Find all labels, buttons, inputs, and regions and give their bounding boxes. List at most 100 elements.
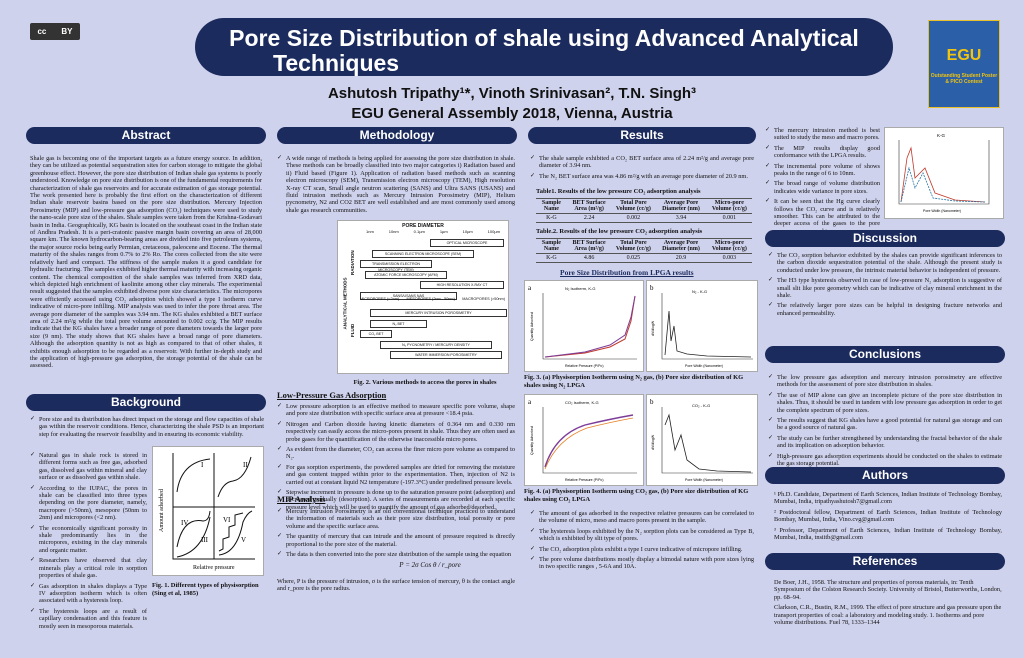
scale-tick: 10µm [462, 229, 473, 234]
table-cell: 0.001 [706, 213, 752, 223]
plot-b-label: b [650, 284, 654, 292]
conclusion-point: The use of MIP alone can give an incompl… [768, 392, 1002, 414]
table-cell: 0.003 [706, 253, 752, 263]
method-bar: TRANSMISSION ELECTRON MICROSCOPY (TEM) [360, 260, 432, 272]
low-pressure-point: Low pressure adsorption is an effective … [277, 403, 515, 418]
table-cell: 4.86 [566, 253, 612, 263]
method-bar: N₂ BET [370, 319, 427, 328]
mip-point: Mercury Intrusion Porosimetry is an old … [277, 508, 515, 530]
table-header-cell: Average Pore Diameter (nm) [655, 198, 707, 214]
conclusion-point: The results suggest that KG shales have … [768, 417, 1002, 432]
method-bar: SCANNING ELECTRON MICROSCOPE (SEM) [372, 249, 474, 258]
cc-by-license-badge: cc BY [30, 23, 80, 40]
background-list: Natural gas in shale rock is stored in d… [30, 452, 147, 633]
references-heading: References [765, 553, 1005, 570]
iupac-class: MACROPORES (>50nm) [462, 297, 505, 301]
mip-results-point: The mercury intrusion method is best sui… [765, 127, 880, 142]
table-cell: K-G [536, 253, 567, 263]
fig1-caption: Fig. 1. Different types of physisorption… [152, 582, 259, 597]
method-bar: HIGH RESOLUTION X-RAY CT [420, 281, 504, 289]
reference-entry: De Boer, J.H., 1958. The structure and p… [774, 579, 1002, 601]
background-point: Gas adsorption in shales displays a Type… [30, 583, 147, 605]
discussion-point: The relatively larger pore sizes can be … [768, 302, 1002, 317]
plot-a2-label: a [528, 398, 532, 406]
table-header-cell: Average Pore Diameter (nm) [655, 238, 707, 254]
method-bar: ATOMIC FORCE MICROSCOPY (AFM) [365, 270, 447, 279]
methodology-intro: A wide range of methods is being applied… [277, 155, 515, 214]
plot-a-label: a [528, 284, 532, 292]
table-header-cell: Micro-pore Volume (cc/g) [706, 198, 752, 214]
method-bar: N₂ PYCNOMETRY / MERCURY DENSITY [380, 340, 492, 349]
mip-results-point: The incremental pore volume of shows pea… [765, 163, 880, 178]
co2-isotherm-plot: a CO₂ Isotherm, K-G Relative Pressure (P… [524, 394, 644, 486]
method-bar: WATER IMMERSION POROSIMETRY [390, 351, 502, 359]
type-label-4: IV [181, 519, 188, 527]
poster-title: Pore Size Distribution of shale using Ad… [195, 26, 893, 76]
table-header-cell: Sample Name [536, 238, 567, 254]
fig3-caption: Fig. 3. (a) Physisorption Isotherm using… [524, 374, 744, 389]
fig1-xlabel: Relative pressure [193, 565, 235, 571]
results-point: The amount of gas adsorbed in the respec… [530, 510, 754, 525]
method-bar: CO₂ BET [360, 330, 392, 338]
results-heading: Results [528, 127, 756, 144]
table2-caption: Table.2. Results of the low pressure CO₂… [536, 228, 703, 235]
table-cell: 0.025 [611, 253, 656, 263]
equation-note: Where, P is the pressure of intrusion, σ… [277, 578, 515, 593]
background-point: According to the IUPAC, the pores in sha… [30, 485, 147, 522]
low-pressure-title: Low-Pressure Gas Adsorption [277, 390, 387, 400]
discussion-point: The H3 type hysteresis observed in case … [768, 277, 1002, 299]
results-point: The hysteresis loops exhibited by the N₂… [530, 528, 754, 543]
co2-psd-title: CO₂ - K-G [692, 403, 710, 408]
mip-equation: P = 2σ Cos θ / r_pore [399, 561, 461, 569]
table-cell: 0.002 [611, 213, 656, 223]
iupac-class: MICROPORES (<2nm) [360, 297, 400, 301]
results-point: The shale sample exhibited a CO₂ BET sur… [530, 155, 754, 170]
table-header-cell: Sample Name [536, 198, 567, 214]
author-affiliations: ¹ Ph.D. Candidate, Department of Earth S… [774, 491, 1002, 544]
background-point: Researchers have observed that clay mine… [30, 557, 147, 579]
type-label-1: I [201, 461, 204, 469]
egu-logo-caption: Outstanding Student Poster & PICO Contes… [930, 73, 998, 85]
method-bar: MERCURY INTRUSION POROSIMETRY [370, 309, 507, 317]
low-pressure-point: Nitrogen and Carbon dioxide having kinet… [277, 421, 515, 443]
table-header-cell: Total Pore Volume (cc/g) [611, 198, 656, 214]
reference-entry: Clarkson, C.R., Bustin, R.M., 1999. The … [774, 604, 1002, 627]
discussion-point: The CO₂ sorption behavior exhibited by t… [768, 252, 1002, 274]
author-list: Ashutosh Tripathy¹*, Vinoth Srinivasan²,… [327, 85, 697, 102]
type-label-2: II [243, 461, 248, 469]
low-pressure-point: As evident from the diameter, CO₂ can ac… [277, 446, 515, 461]
title-line-1: Pore Size Distribution of shale using Ad… [229, 25, 859, 51]
n2-isotherm-plot: a N₂ Isotherm, K-G Relative Pressure (P/… [524, 280, 644, 372]
author-affiliation: ¹ Ph.D. Candidate, Department of Earth S… [774, 491, 1002, 506]
n2-psd-title: N₂ - K-G [692, 289, 707, 294]
egu-logo: EGU Outstanding Student Poster & PICO Co… [928, 20, 1000, 108]
mip-title: MIP Analysis [277, 494, 326, 504]
type-label-3: III [201, 536, 209, 544]
pore-methods-figure: PORE DIAMETER 1nm 10nm 0.1µm 1µm 10µm 100µm A… [337, 220, 509, 374]
table-header-cell: Total Pore Volume (cc/g) [611, 238, 656, 254]
co2-psd-xlabel: Pore Width (Nanometer) [685, 478, 723, 482]
title-banner [195, 18, 893, 76]
co2-psd-ylabel: dV/dlogW [651, 434, 655, 450]
abstract-heading: Abstract [26, 127, 266, 144]
co2-xlabel: Relative Pressure (P/Po) [565, 478, 604, 482]
method-bar: OPTICAL MICROSCOPE [430, 239, 504, 247]
n2-psd-xlabel: Pore Width (Nanometer) [685, 364, 723, 368]
mip-results-point: The broad range of volume distribution i… [765, 180, 880, 195]
mip-psd-plot: K-G Pore Width (Nanometer) [884, 127, 1004, 219]
conclusions-heading: Conclusions [765, 346, 1005, 363]
mip-point: The quantity of mercury that can intrude… [277, 533, 515, 548]
fig2-fluid-label: FLUID [350, 323, 355, 337]
abstract-text: Shale gas is becoming one of the importa… [30, 155, 262, 370]
mip-plot-title: K-G [937, 133, 946, 138]
table-cell: 3.94 [655, 213, 707, 223]
mip-xlabel: Pore Width (Nanometer) [923, 209, 961, 213]
conclusion-point: The low pressure gas adsorption and merc… [768, 374, 1002, 389]
results-point: The CO₂ adsorption plots exhibit a type … [530, 546, 754, 554]
discussion-heading: Discussion [765, 230, 1005, 247]
n2-ylabel: Quantity Adsorbed [530, 312, 534, 341]
background-heading: Background [26, 394, 266, 411]
authors-heading: Authors [765, 467, 1005, 484]
scale-tick: 1nm [366, 229, 374, 234]
conclusion-point: The study can be further strengthened by… [768, 435, 1002, 450]
